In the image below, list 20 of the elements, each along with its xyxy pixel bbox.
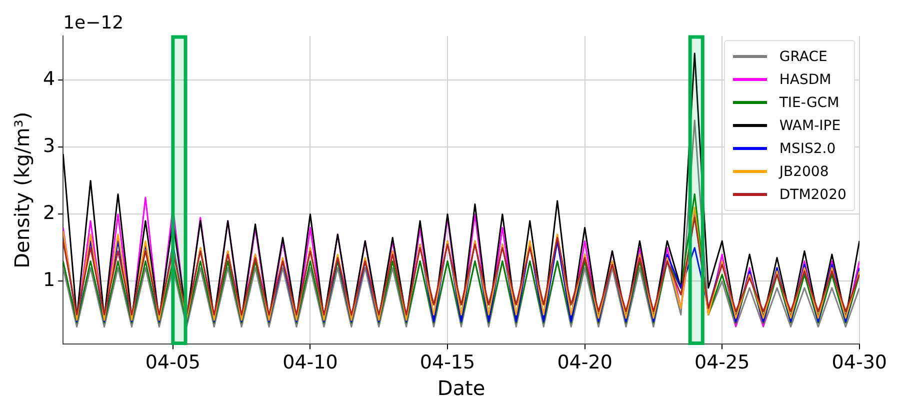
x-tick-label: 04-15 (420, 352, 476, 374)
legend-label: MSIS2.0 (779, 140, 836, 156)
x-tick-label: 04-10 (282, 352, 338, 374)
x-tick-label: 04-05 (145, 352, 201, 374)
text: 1e−12 (63, 12, 124, 34)
x-tick-label: 04-25 (694, 352, 750, 374)
legend-label: JB2008 (779, 164, 829, 180)
legend-label: TIE-GCM (779, 94, 840, 110)
y-axis-title: Density (kg/m³) (10, 112, 34, 268)
x-tick-label: 04-20 (557, 352, 612, 374)
legend-label: DTM2020 (779, 186, 846, 202)
y-tick-label: 2 (42, 202, 56, 224)
legend-label: GRACE (779, 48, 828, 64)
y-tick-label: 3 (42, 135, 56, 158)
legend-label: HASDM (779, 72, 832, 88)
legend-label: WAM-IPE (779, 118, 841, 134)
y-tick-label: 4 (42, 68, 56, 90)
y-tick-label: 1 (42, 269, 56, 292)
x-axis-title: Date (437, 376, 486, 400)
x-tick-label: 04-30 (832, 352, 888, 374)
